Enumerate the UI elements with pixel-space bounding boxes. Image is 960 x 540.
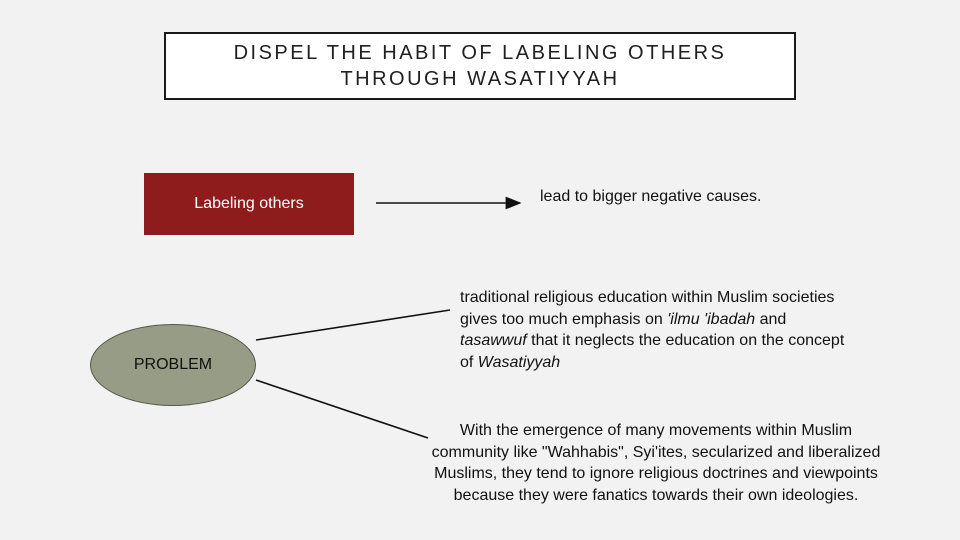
movements-text: With the emergence of many movements wit…	[430, 420, 882, 506]
line-problem-to-education	[246, 300, 460, 350]
title-text: DISPEL THE HABIT OF LABELING OTHERS THRO…	[186, 40, 774, 92]
arrow-labeling-to-lead	[366, 193, 530, 213]
labeling-others-box: Labeling others	[144, 173, 354, 235]
line-problem-to-movements	[246, 370, 438, 448]
labeling-others-label: Labeling others	[194, 195, 303, 213]
lead-text: lead to bigger negative causes.	[540, 186, 780, 208]
title-box: DISPEL THE HABIT OF LABELING OTHERS THRO…	[164, 32, 796, 100]
problem-ellipse: PROBLEM	[90, 324, 256, 406]
lead-text-content: lead to bigger negative causes.	[540, 188, 761, 205]
problem-label: PROBLEM	[134, 356, 212, 374]
education-text: traditional religious education within M…	[460, 287, 850, 373]
